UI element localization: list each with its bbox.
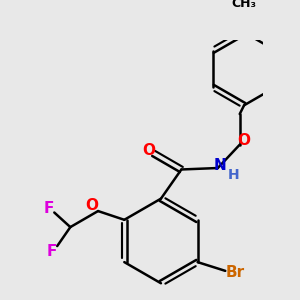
Text: N: N [214,158,226,173]
Text: Br: Br [225,265,244,280]
Text: O: O [142,143,155,158]
Text: CH₃: CH₃ [232,0,256,10]
Text: O: O [238,133,250,148]
Text: O: O [86,198,99,213]
Text: F: F [43,201,54,216]
Text: F: F [46,244,57,259]
Text: H: H [228,168,240,182]
